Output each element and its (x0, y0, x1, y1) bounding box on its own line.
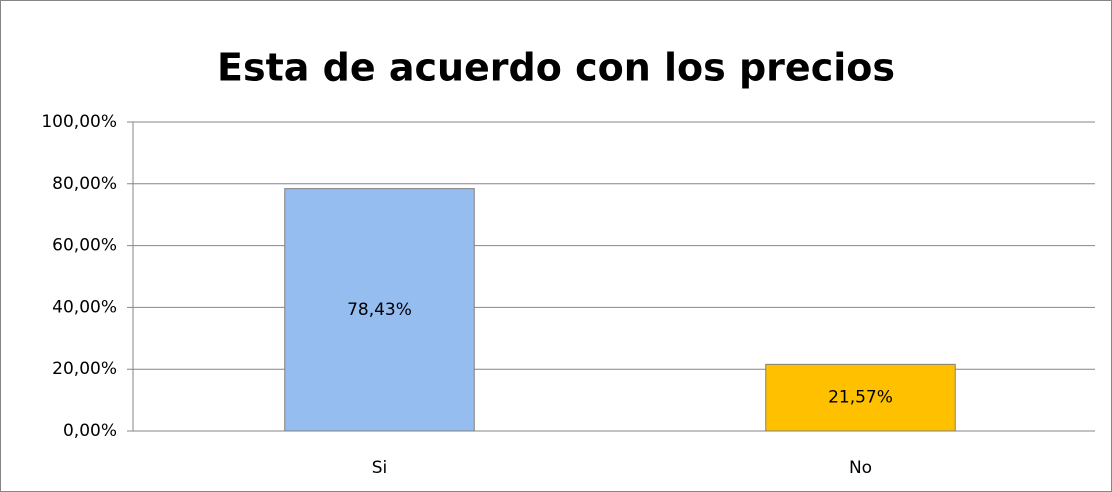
y-tick-label: 60,00% (52, 236, 117, 256)
chart-title: Esta de acuerdo con los precios (217, 46, 895, 90)
y-tick-label: 0,00% (63, 421, 117, 441)
bar (765, 363, 956, 432)
y-tick-label: 80,00% (52, 174, 117, 194)
value-label: 78,43% (347, 300, 412, 320)
x-tick-label: No (849, 458, 872, 478)
y-tick-label: 20,00% (52, 359, 117, 379)
x-tick-label: Si (372, 458, 388, 478)
value-label: 21,57% (828, 388, 893, 408)
bar (284, 188, 475, 432)
y-tick-label: 40,00% (52, 297, 117, 317)
y-tick-label: 100,00% (41, 112, 117, 132)
